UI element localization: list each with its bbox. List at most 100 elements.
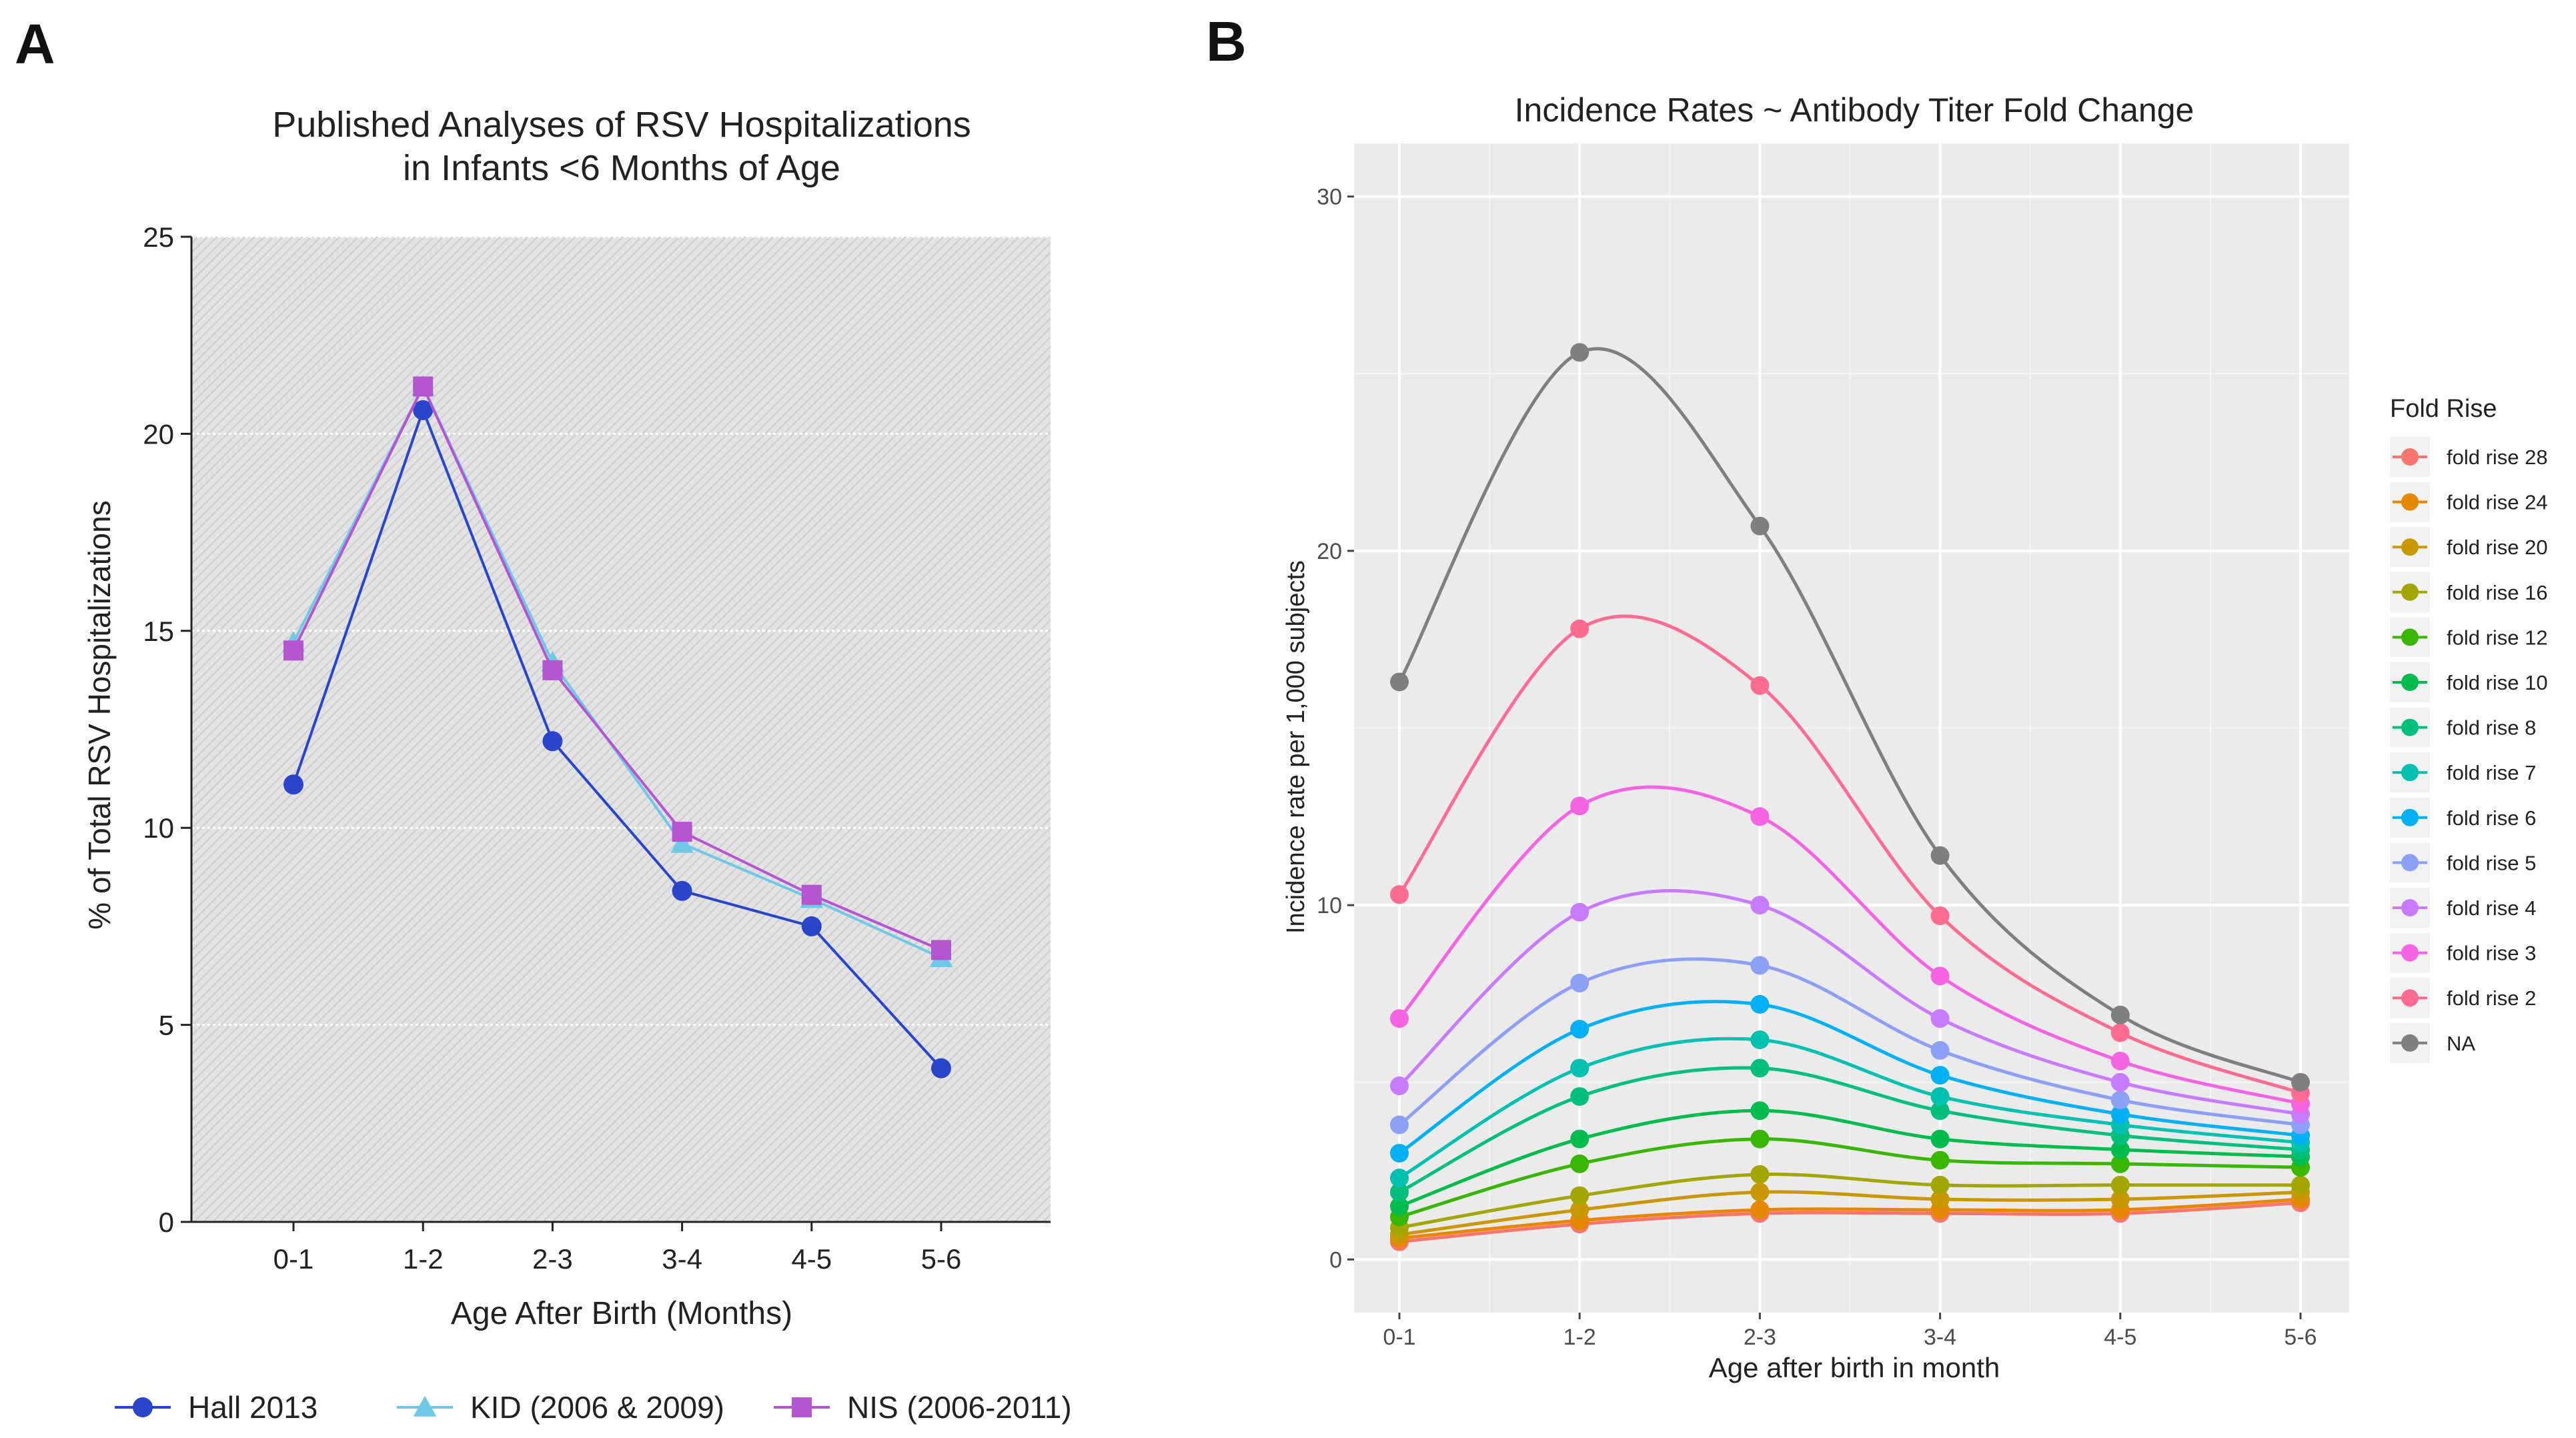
chart-b-data-point (1750, 676, 1770, 695)
chart-b-data-point (1750, 1183, 1770, 1202)
chart-b-data-point (1750, 1200, 1770, 1219)
chart-a-x-tick-label: 0-1 (273, 1243, 314, 1275)
chart-b-legend-label: fold rise 4 (2447, 896, 2536, 920)
chart-a-legend-label: NIS (2006-2011) (847, 1390, 1072, 1425)
chart-b-legend-label: NA (2447, 1032, 2475, 1055)
chart-b-legend-key-point (2401, 808, 2419, 826)
chart-b-legend-label: fold rise 5 (2447, 851, 2536, 874)
chart-b-y-tick-label: 30 (1317, 185, 1342, 210)
chart-a-data-point (542, 731, 563, 752)
chart-a-data-point (672, 822, 692, 842)
chart-b-data-point (1570, 1129, 1589, 1149)
chart-b-data-point (2110, 1091, 2130, 1110)
chart-b-data-point (1930, 1175, 1950, 1195)
chart-b-legend-label: fold rise 7 (2447, 761, 2536, 784)
chart-b-legend-label: fold rise 3 (2447, 942, 2536, 965)
chart-b-data-point (1750, 1101, 1770, 1121)
chart-a-data-point (283, 640, 303, 661)
chart-b-data-point (1750, 516, 1770, 536)
chart-b-data-point (2291, 1175, 2310, 1195)
chart-b-data-point (1930, 1087, 1950, 1106)
chart-b-data-point (1390, 672, 1409, 692)
chart-b-data-point (1930, 1190, 1950, 1209)
chart-b-data-point (2110, 1154, 2130, 1173)
chart-a-title-line-2: in Infants <6 Months of Age (403, 148, 840, 188)
chart-b-legend-key-point (2401, 854, 2419, 872)
chart-b: Incidence Rates ~ Antibody Titer Fold Ch… (1282, 91, 2548, 1383)
chart-a-data-point (931, 1058, 951, 1078)
chart-b-data-point (1390, 1169, 1409, 1188)
chart-b-legend-key-point (2401, 718, 2419, 736)
chart-a-data-point (801, 884, 822, 905)
chart-b-legend-key-point (2401, 764, 2419, 782)
chart-b-legend-label: fold rise 12 (2447, 626, 2548, 649)
chart-a-data-point (931, 940, 951, 960)
chart-b-data-point (1930, 1066, 1950, 1085)
chart-a-data-point (283, 774, 303, 795)
chart-b-series-line (1398, 1036, 2301, 1180)
chart-a-legend: Hall 2013 KID (2006 & 2009) NIS (2006-2011… (115, 1390, 1072, 1425)
chart-a-plot-background (191, 237, 1051, 1222)
chart-b-data-point (1570, 1058, 1589, 1078)
chart-b-series-line (1398, 1000, 2301, 1155)
chart-b-data-point (1390, 1197, 1409, 1216)
chart-b-legend-label: fold rise 24 (2447, 491, 2548, 514)
chart-a-legend-marker (133, 1397, 153, 1417)
chart-b-data-point (2110, 1005, 2130, 1024)
chart-b-x-tick-label: 2-3 (1744, 1325, 1776, 1350)
chart-b-data-point (2110, 1190, 2130, 1209)
chart-a-y-tick-label: 0 (159, 1207, 174, 1238)
chart-a-plot-area: 0 5 10 15 20 25 0-1 1-2 2-3 3-4 4-5 5-6 (143, 221, 1051, 1275)
chart-b-data-point (1930, 1151, 1950, 1170)
chart-a-title-line-1: Published Analyses of RSV Hospitalizatio… (272, 105, 971, 145)
chart-b-legend-label: fold rise 28 (2447, 446, 2548, 469)
chart-b-x-tick-label: 0-1 (1383, 1325, 1415, 1350)
chart-b-series-line (1399, 1197, 2301, 1240)
chart-a-data-point (801, 916, 822, 936)
chart-b-series-line (1398, 957, 2301, 1127)
chart-a-data-point (542, 660, 563, 680)
chart-b-data-point (1390, 1076, 1409, 1096)
chart-a-y-tick-label: 15 (143, 616, 174, 647)
chart-b-x-tick-label: 1-2 (1563, 1325, 1596, 1350)
chart-b-legend-label: fold rise 20 (2447, 536, 2548, 559)
chart-a-x-tick-label: 3-4 (662, 1243, 702, 1275)
chart-b-series-line (1398, 889, 2301, 1116)
chart-b-series-line (1399, 1109, 2301, 1208)
chart-b-legend-key-point (2401, 448, 2419, 466)
chart-a-legend-label: KID (2006 & 2009) (470, 1390, 724, 1425)
chart-b-legend-key-point (2401, 899, 2419, 916)
chart-b-data-point (1390, 1143, 1409, 1163)
chart-a-x-tick-label: 4-5 (791, 1243, 832, 1275)
chart-b-legend-key-point (2401, 583, 2419, 601)
chart-a-x-tick-label: 2-3 (532, 1243, 573, 1275)
chart-b-data-point (1570, 1087, 1589, 1106)
chart-b-data-point (1750, 1030, 1770, 1049)
chart-b-data-point (1390, 1009, 1409, 1028)
chart-b-data-point (1750, 896, 1770, 915)
chart-b-data-point (1570, 343, 1589, 362)
chart-a-legend-marker (413, 1395, 437, 1417)
chart-a-x-tick-label: 5-6 (921, 1243, 962, 1275)
chart-b-data-point (1570, 1020, 1589, 1039)
chart-b-data-point (1930, 846, 1950, 865)
chart-b-data-point (2110, 1051, 2130, 1070)
chart-b-plot-area: 0 10 20 30 0-1 1-2 2-3 3-4 4-5 5-6 (1317, 143, 2349, 1350)
chart-b-y-axis-label: Incidence rate per 1,000 subjects (1282, 560, 1310, 934)
chart-b-data-point (1570, 902, 1589, 922)
chart-a-x-tick-label: 1-2 (403, 1243, 444, 1275)
chart-b-series-line (1399, 1173, 2301, 1229)
chart-b-title: Incidence Rates ~ Antibody Titer Fold Ch… (1515, 91, 2194, 129)
chart-b-data-point (1570, 1154, 1589, 1173)
chart-b-data-point (1930, 906, 1950, 926)
chart-a-y-tick-label: 5 (159, 1010, 174, 1041)
chart-b-legend: fold rise 28 fold rise 24 fold rise 20 fold… (2390, 437, 2548, 1063)
chart-b-x-axis-label: Age after birth in month (1709, 1352, 2000, 1383)
chart-b-data-point (1570, 796, 1589, 816)
chart-a-series-line (292, 383, 942, 952)
chart-b-data-point (2291, 1072, 2310, 1092)
chart-b-legend-label: fold rise 2 (2447, 986, 2536, 1010)
chart-b-legend-key-point (2401, 674, 2419, 691)
chart-b-data-point (1930, 1040, 1950, 1060)
